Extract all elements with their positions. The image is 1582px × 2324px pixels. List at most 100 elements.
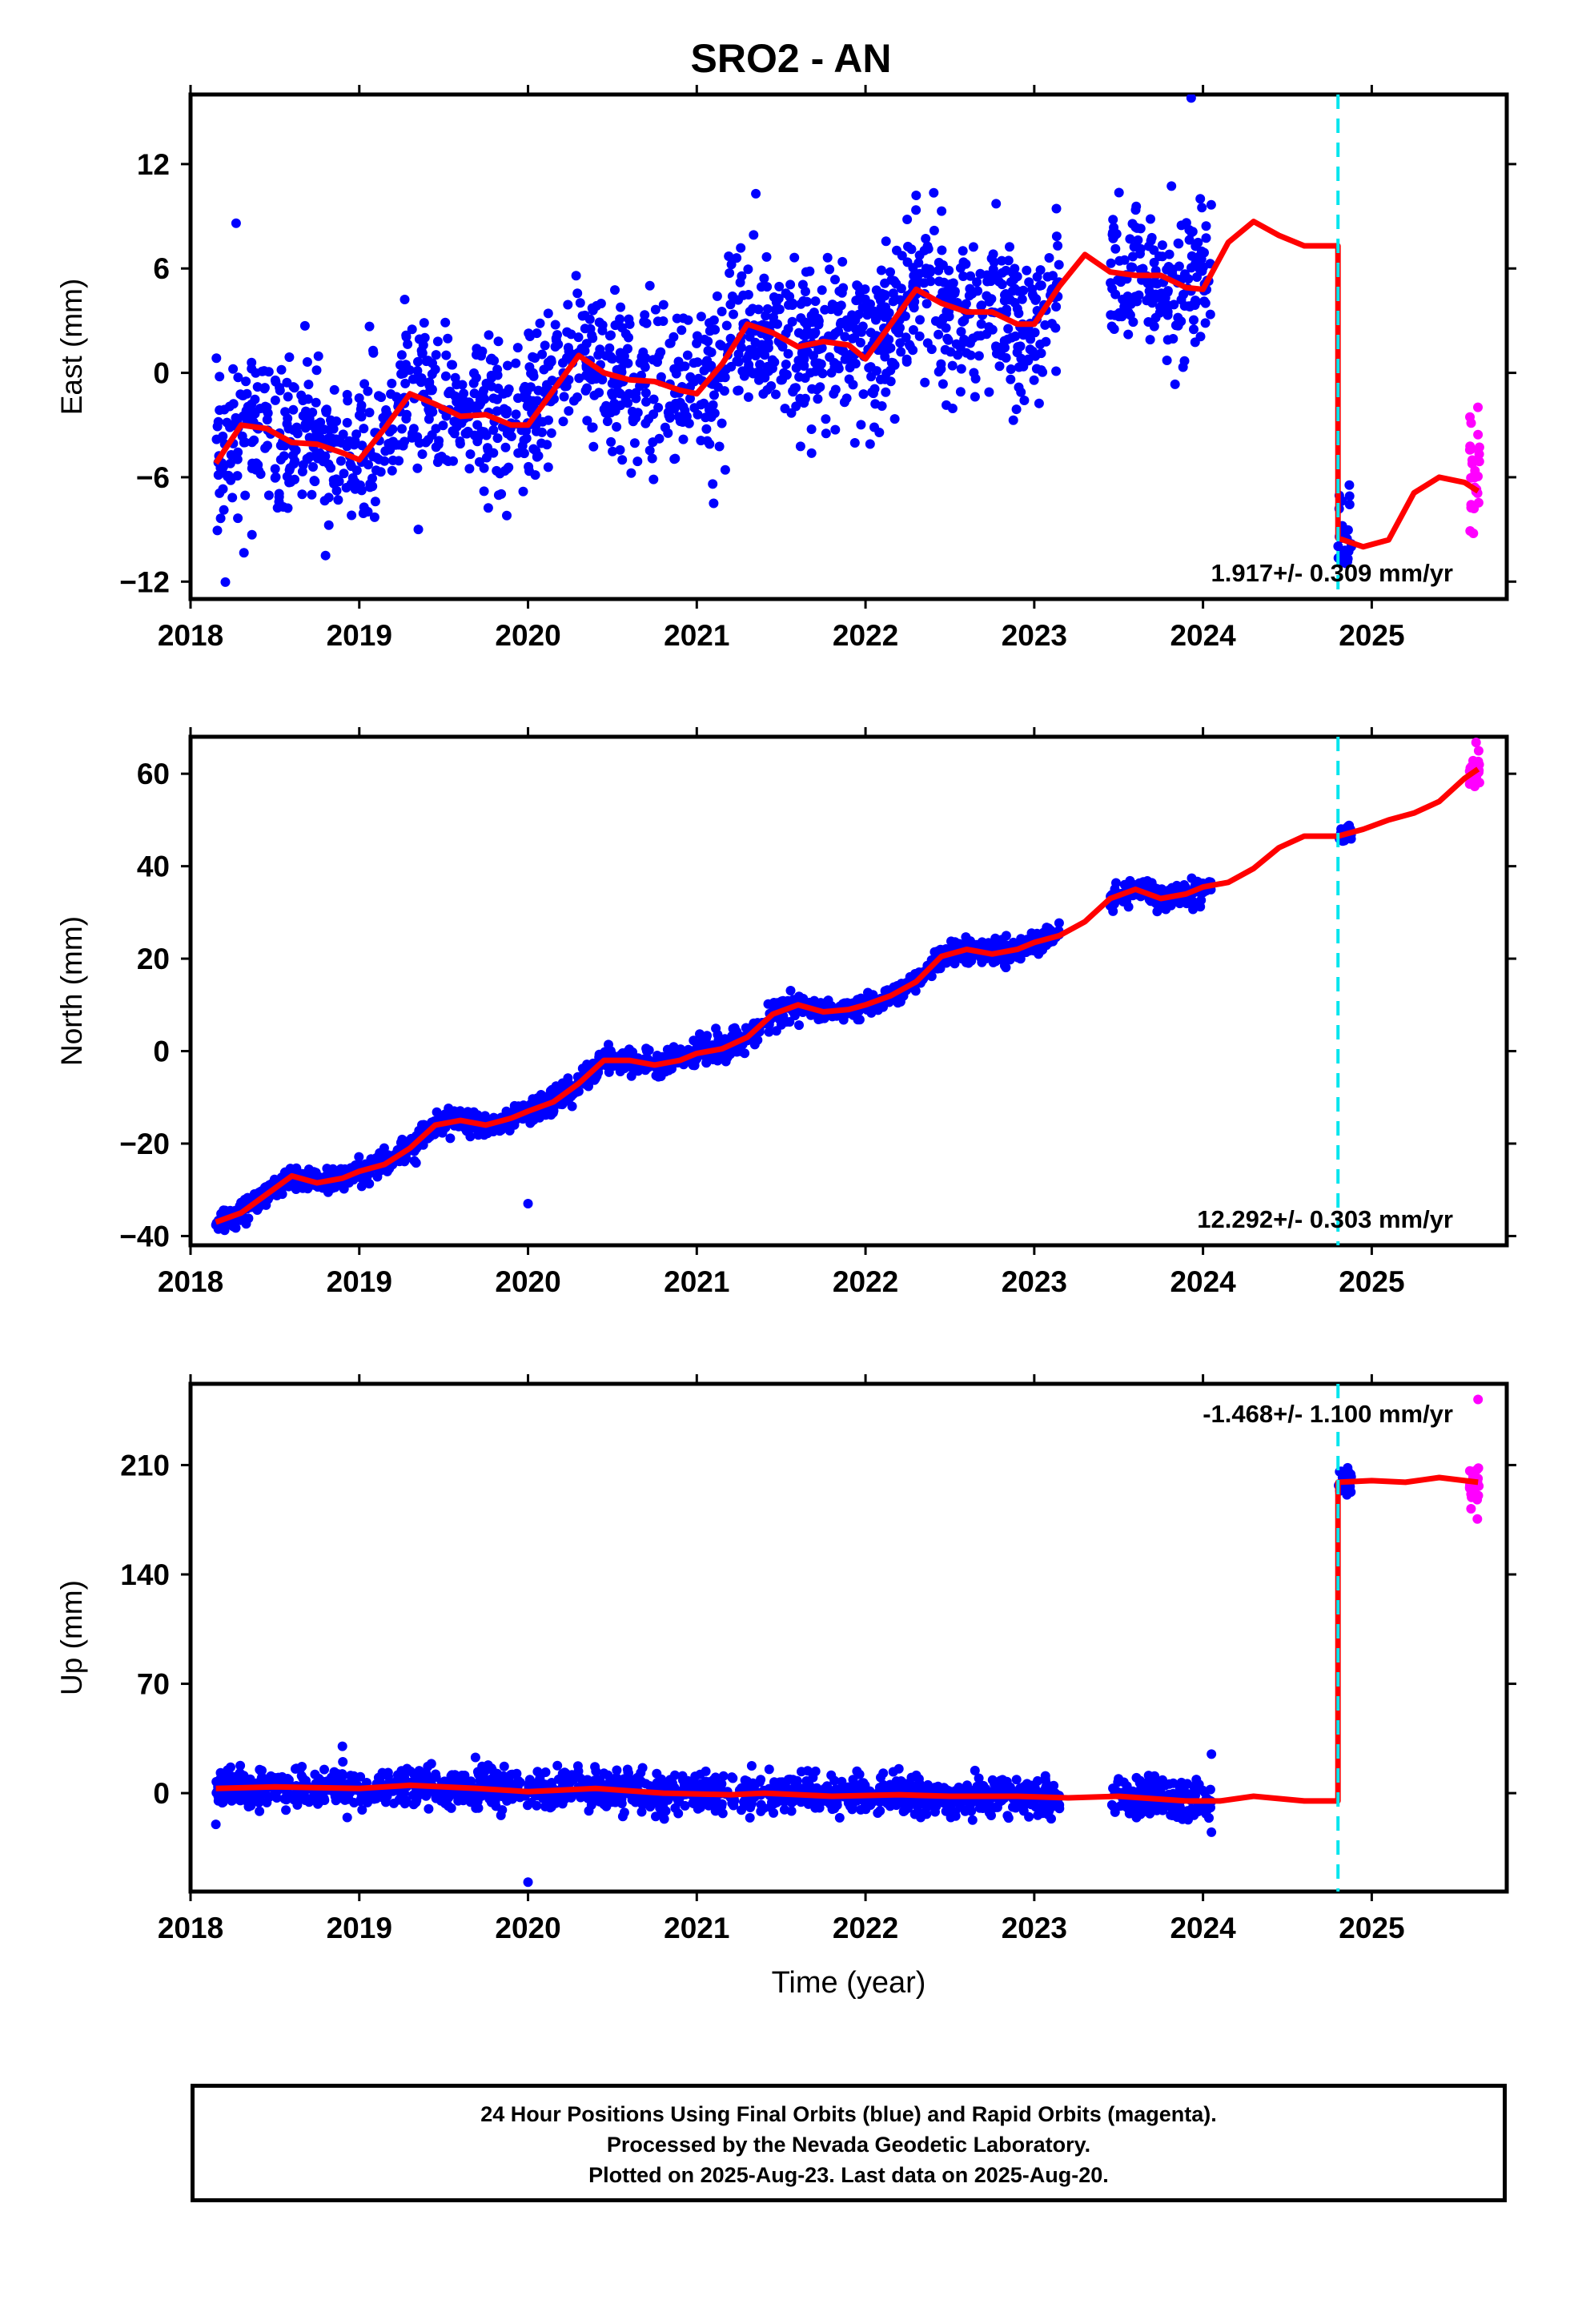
final-orbit-point [834,1812,845,1823]
final-orbit-point [1195,194,1206,204]
final-orbit-point [911,1770,921,1780]
final-orbit-point [663,407,673,417]
final-orbit-point [1135,264,1146,275]
final-orbit-point [431,350,441,360]
y-tick-label: 20 [137,943,170,975]
final-orbit-point [760,350,770,360]
final-orbit-point [537,349,548,360]
final-orbit-point [601,400,612,411]
final-orbit-point [1054,918,1064,928]
final-orbit-point [1005,242,1014,252]
y-tick-label: 40 [137,850,170,883]
final-orbit-point [511,409,521,420]
final-orbit-point [665,1775,676,1785]
final-orbit-point [1005,295,1015,305]
final-orbit-point [227,493,238,503]
final-orbit-point [1162,307,1173,317]
final-orbit-point [1011,404,1022,415]
final-orbit-point [1338,836,1348,846]
final-orbit-point [937,245,947,255]
final-orbit-point [540,1780,550,1791]
final-orbit-point [1001,265,1011,275]
y-tick-label: 0 [153,357,170,390]
final-orbit-point [434,1127,444,1137]
final-orbit-point [961,259,971,269]
final-orbit-point [241,376,251,387]
final-orbit-point [607,388,617,398]
final-orbit-point [543,1793,553,1803]
final-orbit-point [1117,312,1127,322]
final-orbit-point [624,388,634,399]
final-orbit-point [270,395,280,405]
final-orbit-point [1109,228,1118,239]
final-orbit-point [895,338,905,348]
final-orbit-point [432,1107,442,1117]
final-orbit-point [532,1093,543,1104]
final-orbit-point [976,331,986,341]
final-orbit-point [1152,907,1162,917]
final-orbit-point [1014,308,1024,319]
x-tick-label: 2025 [1339,619,1404,652]
final-orbit-point [397,424,407,434]
final-orbit-point [644,280,655,291]
x-tick-label: 2020 [495,1912,560,1944]
final-orbit-point [1020,328,1030,338]
final-orbit-point [313,351,323,361]
rapid-orbit-point [1466,472,1476,483]
final-orbit-point [345,459,355,469]
x-tick-label: 2018 [158,619,223,652]
final-orbit-point [1157,886,1167,896]
final-orbit-point [813,394,823,404]
y-axis-label: East (mm) [55,279,88,416]
final-orbit-point [311,397,321,408]
final-orbit-point [981,1783,991,1794]
final-orbit-point [1142,876,1153,886]
final-orbit-point [400,295,410,304]
final-orbit-point [473,1130,484,1140]
final-orbit-point [367,481,378,492]
final-orbit-point [500,442,511,452]
final-orbit-point [311,449,321,460]
final-orbit-point [536,1769,546,1779]
final-orbit-point [713,1030,723,1039]
final-orbit-point [526,1116,536,1127]
final-orbit-point [779,1804,789,1815]
final-orbit-point [767,364,777,373]
final-orbit-point [431,424,441,434]
final-orbit-point [255,404,265,414]
final-orbit-point [706,360,717,371]
y-tick-label: 210 [120,1449,170,1482]
final-orbit-point [498,388,508,399]
final-orbit-point [400,1136,410,1147]
final-orbit-point [851,296,861,306]
final-orbit-point [546,428,556,438]
final-orbit-point [977,300,987,311]
final-orbit-point [436,452,447,461]
final-orbit-point [359,379,370,389]
final-orbit-point [444,1104,454,1113]
final-orbit-point [812,384,822,395]
final-orbit-point [323,520,334,530]
final-orbit-point [749,1039,760,1050]
x-tick-label: 2020 [495,619,560,652]
final-orbit-point [1145,335,1155,345]
chart-title: SRO2 - AN [690,36,892,81]
final-orbit-point [430,364,440,375]
final-orbit-point [885,267,895,277]
final-orbit-point [1128,317,1138,328]
final-orbit-point [615,444,625,455]
final-orbit-point [548,1108,558,1118]
final-orbit-point [1184,225,1195,235]
final-orbit-point [500,466,510,476]
final-orbit-point [270,464,280,474]
final-orbit-point [934,367,944,377]
final-orbit-point [319,424,329,435]
x-tick-label: 2021 [664,619,729,652]
final-orbit-point [259,1182,270,1192]
final-orbit-point [590,1762,600,1772]
final-orbit-point [968,333,978,344]
final-orbit-point [822,252,833,263]
final-orbit-point [895,323,905,333]
final-orbit-point [632,456,643,467]
